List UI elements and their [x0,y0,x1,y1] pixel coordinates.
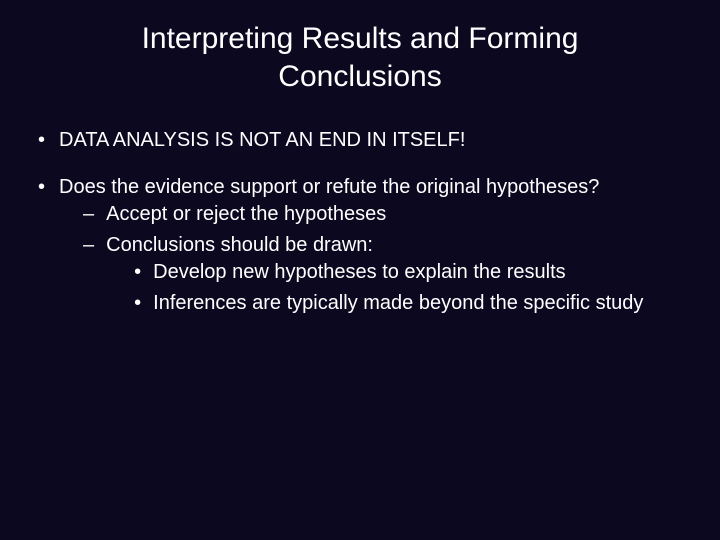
list-item: Accept or reject the hypotheses [83,201,690,228]
bullet-text: Accept or reject the hypotheses [106,201,690,228]
bullet-text: Conclusions should be drawn: [106,232,690,259]
bullet-list: DATA ANALYSIS IS NOT AN END IN ITSELF! D… [30,127,690,325]
bullet-list: Accept or reject the hypotheses Conclusi… [59,201,690,321]
list-item: Does the evidence support or refute the … [38,174,690,325]
list-item: DATA ANALYSIS IS NOT AN END IN ITSELF! [38,127,690,154]
list-item: Inferences are typically made beyond the… [134,290,690,317]
slide-title: Interpreting Results and Forming Conclus… [30,20,690,95]
list-item: Conclusions should be drawn: Develop new… [83,232,690,321]
bullet-text: Develop new hypotheses to explain the re… [153,259,690,286]
bullet-text: Does the evidence support or refute the … [59,174,690,201]
bullet-list: Develop new hypotheses to explain the re… [106,259,690,317]
bullet-text: DATA ANALYSIS IS NOT AN END IN ITSELF! [59,127,690,154]
bullet-text: Inferences are typically made beyond the… [153,290,690,317]
list-item: Develop new hypotheses to explain the re… [134,259,690,286]
slide-body: DATA ANALYSIS IS NOT AN END IN ITSELF! D… [30,127,690,325]
